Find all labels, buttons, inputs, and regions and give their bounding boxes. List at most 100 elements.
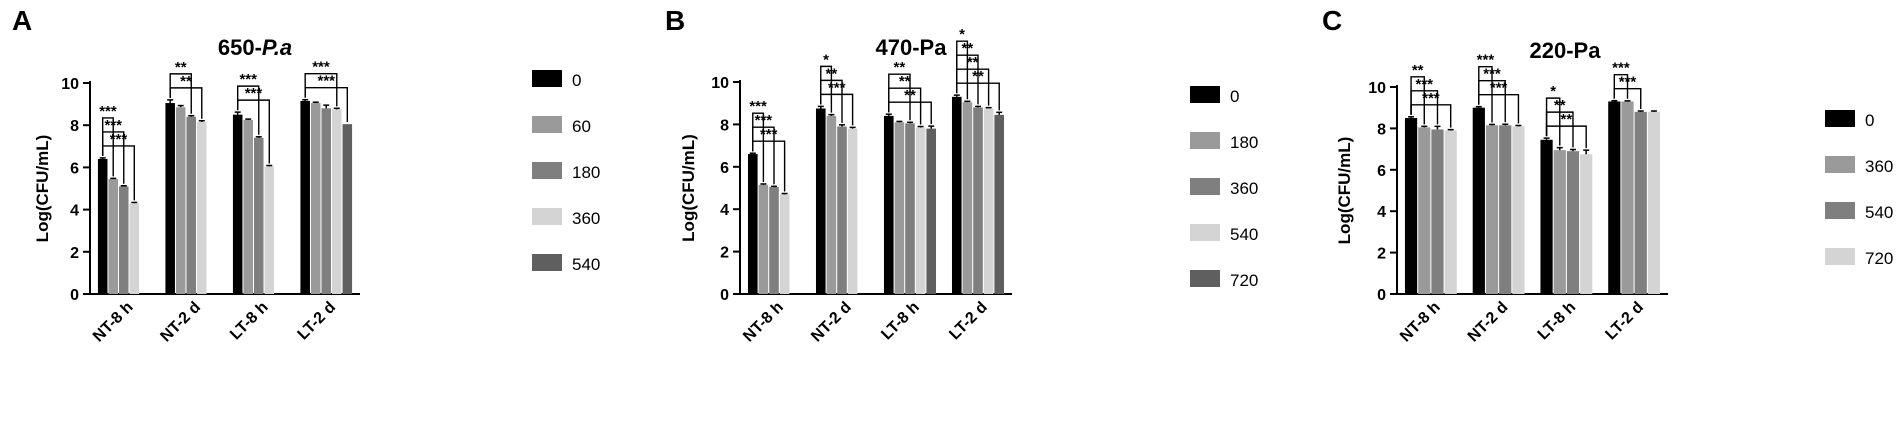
significance-label: ** bbox=[962, 40, 974, 57]
bar bbox=[232, 114, 243, 295]
bar bbox=[894, 122, 905, 294]
x-tick-label: LT-2 d bbox=[295, 299, 339, 343]
bar bbox=[1512, 126, 1525, 294]
legend-label: 180 bbox=[572, 163, 600, 182]
significance-bracket bbox=[1613, 73, 1629, 99]
significance-label: *** bbox=[110, 131, 128, 148]
significance-bracket bbox=[752, 140, 786, 192]
x-tick-label: LT-8 h bbox=[1535, 299, 1579, 343]
bar bbox=[815, 108, 826, 294]
significance-label: * bbox=[823, 51, 829, 68]
legend-label: 720 bbox=[1230, 271, 1258, 290]
bar bbox=[1621, 101, 1634, 295]
significance-label: *** bbox=[1416, 76, 1434, 93]
significance-bracket bbox=[1478, 93, 1520, 124]
significance-label: *** bbox=[312, 59, 330, 76]
bar bbox=[1444, 130, 1457, 294]
significance-label: *** bbox=[245, 85, 263, 102]
legend-label: 540 bbox=[1230, 225, 1258, 244]
significance-label: ** bbox=[826, 65, 838, 82]
bar bbox=[973, 107, 983, 294]
chart-title: 220-Pa bbox=[1530, 38, 1602, 63]
legend-swatch bbox=[1190, 132, 1220, 149]
bar bbox=[1472, 107, 1485, 294]
y-tick-label: 2 bbox=[1377, 246, 1386, 263]
significance-bracket bbox=[236, 99, 270, 164]
legend-swatch bbox=[532, 116, 562, 133]
y-tick-label: 2 bbox=[70, 245, 79, 262]
significance-label: *** bbox=[1490, 80, 1508, 97]
bar bbox=[1553, 150, 1566, 294]
x-tick-label: LT-2 d bbox=[1602, 299, 1646, 343]
bar bbox=[321, 108, 332, 294]
significance-label: *** bbox=[239, 71, 257, 88]
y-tick-label: 10 bbox=[1368, 80, 1386, 97]
significance-label: *** bbox=[760, 126, 778, 143]
significance-bracket bbox=[169, 87, 203, 119]
legend-swatch bbox=[1825, 202, 1855, 219]
significance-label: ** bbox=[1554, 97, 1566, 114]
significance-bracket bbox=[1613, 87, 1642, 110]
x-tick-label: NT-2 d bbox=[808, 299, 855, 346]
bar bbox=[300, 100, 310, 294]
significance-label: *** bbox=[99, 103, 117, 120]
legend-label: 180 bbox=[1230, 133, 1258, 152]
panel-letter: A bbox=[12, 5, 32, 36]
significance-bracket bbox=[1545, 125, 1587, 149]
y-axis-label: Log(CFU/mL) bbox=[33, 135, 52, 243]
legend-swatch bbox=[1825, 156, 1855, 173]
significance-bracket bbox=[956, 82, 1000, 111]
legend-label: 60 bbox=[572, 117, 591, 136]
y-tick-label: 2 bbox=[720, 245, 729, 262]
bar bbox=[747, 154, 758, 294]
significance-label: *** bbox=[1612, 60, 1630, 77]
bar bbox=[1418, 127, 1431, 295]
chart-title-main: 470-Pa bbox=[876, 35, 948, 60]
y-tick-label: 4 bbox=[1377, 204, 1386, 221]
legend-label: 540 bbox=[1865, 203, 1893, 222]
y-tick-label: 8 bbox=[720, 117, 729, 134]
significance-label: *** bbox=[317, 73, 335, 90]
significance-label: ** bbox=[899, 73, 911, 90]
bar bbox=[310, 103, 321, 294]
legend-label: 360 bbox=[572, 209, 600, 228]
significance-label: ** bbox=[894, 59, 906, 76]
significance-bracket bbox=[888, 101, 932, 125]
y-tick-label: 6 bbox=[720, 160, 729, 177]
significance-label: ** bbox=[1561, 111, 1573, 128]
bar bbox=[332, 109, 342, 294]
chart-panel-a: A 650-P.a Log(CFU/mL) 0 2 4 6 8 10 NT-8 h NT-2 d LT… bbox=[12, 5, 600, 345]
bar bbox=[837, 126, 847, 295]
bar bbox=[118, 186, 129, 294]
bar bbox=[97, 158, 108, 294]
bar bbox=[1647, 111, 1661, 294]
y-tick-label: 0 bbox=[720, 287, 729, 304]
legend-swatch bbox=[1190, 86, 1220, 103]
x-tick-label: NT-2 d bbox=[1465, 299, 1512, 346]
bar bbox=[758, 184, 769, 294]
chart-title-italic: P.a bbox=[262, 35, 292, 60]
y-tick-label: 10 bbox=[711, 75, 729, 92]
bar bbox=[197, 122, 207, 294]
significance-label: *** bbox=[755, 112, 773, 129]
significance-bracket bbox=[169, 73, 192, 114]
significance-label: *** bbox=[749, 98, 767, 115]
x-tick-label: NT-8 h bbox=[740, 299, 787, 346]
bar bbox=[186, 116, 197, 294]
x-tick-label: NT-8 h bbox=[1397, 299, 1444, 346]
bar bbox=[1580, 154, 1593, 294]
legend-label: 720 bbox=[1865, 249, 1893, 268]
panel-letter: B bbox=[665, 5, 685, 36]
bar bbox=[847, 128, 858, 294]
bar bbox=[129, 203, 140, 294]
significance-bracket bbox=[101, 145, 135, 201]
legend-label: 0 bbox=[1865, 111, 1874, 130]
legend-swatch bbox=[1190, 178, 1220, 195]
chart-title-main: 220-Pa bbox=[1530, 38, 1602, 63]
significance-bracket bbox=[752, 126, 775, 185]
bar bbox=[108, 179, 118, 294]
y-tick-label: 4 bbox=[70, 203, 79, 220]
legend-swatch bbox=[532, 70, 562, 87]
significance-bracket bbox=[956, 68, 990, 106]
